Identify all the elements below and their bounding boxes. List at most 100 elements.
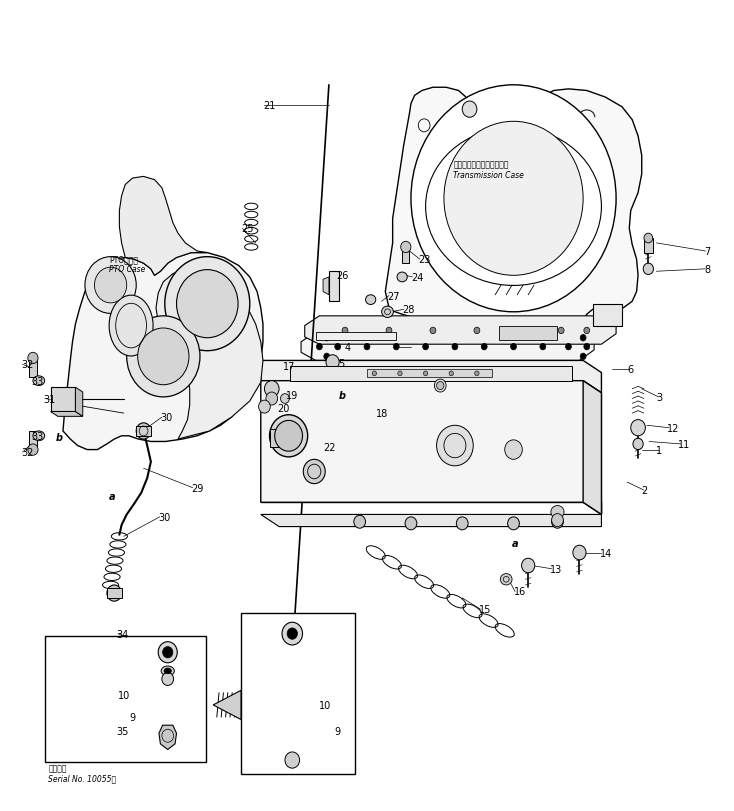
Circle shape <box>324 354 330 360</box>
Text: 5: 5 <box>338 358 344 368</box>
Circle shape <box>354 516 366 529</box>
Circle shape <box>280 394 289 404</box>
Circle shape <box>266 393 277 406</box>
Text: トランスミッションケース: トランスミッションケース <box>454 160 509 169</box>
Text: 12: 12 <box>667 423 680 433</box>
Polygon shape <box>261 361 601 393</box>
Bar <box>45 637 206 762</box>
Circle shape <box>462 102 477 118</box>
Text: 25: 25 <box>241 224 253 234</box>
Text: 26: 26 <box>336 271 349 281</box>
Text: 1: 1 <box>656 445 663 455</box>
Text: 7: 7 <box>704 247 711 256</box>
Circle shape <box>540 344 546 350</box>
Text: 16: 16 <box>514 586 526 597</box>
Polygon shape <box>592 304 622 326</box>
Polygon shape <box>63 253 263 450</box>
Text: PTO Case: PTO Case <box>109 265 145 274</box>
Text: 29: 29 <box>191 483 203 493</box>
Circle shape <box>559 328 564 334</box>
Text: 33: 33 <box>32 376 44 386</box>
Circle shape <box>95 268 127 303</box>
Circle shape <box>424 371 428 376</box>
Text: 30: 30 <box>161 413 172 423</box>
Polygon shape <box>402 247 410 264</box>
Circle shape <box>444 122 583 276</box>
Text: 34: 34 <box>117 629 128 639</box>
Text: b: b <box>56 433 62 443</box>
Text: 32: 32 <box>21 360 34 370</box>
Circle shape <box>565 344 571 350</box>
Circle shape <box>449 371 454 376</box>
Circle shape <box>430 328 436 334</box>
Ellipse shape <box>382 307 393 318</box>
Circle shape <box>584 344 589 350</box>
Circle shape <box>552 514 563 527</box>
Circle shape <box>264 381 279 397</box>
Circle shape <box>107 586 122 602</box>
Text: 28: 28 <box>402 305 415 315</box>
Ellipse shape <box>161 666 174 676</box>
Circle shape <box>159 642 177 663</box>
Polygon shape <box>290 367 572 381</box>
Ellipse shape <box>33 431 45 441</box>
Text: b: b <box>339 391 346 401</box>
Circle shape <box>411 86 616 312</box>
Polygon shape <box>316 333 396 341</box>
Text: 23: 23 <box>418 255 431 264</box>
Circle shape <box>505 440 523 460</box>
Text: 2: 2 <box>642 486 648 496</box>
Polygon shape <box>159 725 176 749</box>
Polygon shape <box>213 690 241 719</box>
Text: 35: 35 <box>117 726 129 736</box>
Circle shape <box>163 646 173 658</box>
Text: Serial No. 10055～: Serial No. 10055～ <box>48 774 117 783</box>
Circle shape <box>285 752 299 768</box>
Ellipse shape <box>275 421 302 452</box>
Ellipse shape <box>551 506 564 519</box>
Text: 適用号機: 適用号機 <box>48 764 67 773</box>
Circle shape <box>644 234 653 243</box>
Circle shape <box>580 335 586 341</box>
Text: 8: 8 <box>704 264 710 274</box>
Text: 27: 27 <box>388 291 400 301</box>
Circle shape <box>372 371 377 376</box>
Polygon shape <box>329 272 339 302</box>
Circle shape <box>327 367 338 379</box>
Circle shape <box>584 328 589 334</box>
Polygon shape <box>29 358 37 377</box>
Polygon shape <box>385 88 642 333</box>
Text: 33: 33 <box>32 431 44 441</box>
Circle shape <box>127 316 200 397</box>
Polygon shape <box>29 431 37 450</box>
Circle shape <box>138 328 189 385</box>
Circle shape <box>386 328 392 334</box>
Circle shape <box>511 344 517 350</box>
Ellipse shape <box>164 668 172 674</box>
Circle shape <box>552 516 563 529</box>
Polygon shape <box>107 589 122 599</box>
Circle shape <box>437 426 473 466</box>
Polygon shape <box>644 238 653 253</box>
Circle shape <box>522 559 535 573</box>
Text: 19: 19 <box>286 391 299 401</box>
Polygon shape <box>583 381 601 515</box>
Text: PTOケース: PTOケース <box>109 255 138 264</box>
Ellipse shape <box>33 376 45 386</box>
Circle shape <box>165 257 250 351</box>
Circle shape <box>398 371 402 376</box>
Text: 21: 21 <box>263 101 275 111</box>
Text: 4: 4 <box>345 342 351 352</box>
Ellipse shape <box>501 574 512 586</box>
Text: 10: 10 <box>319 700 332 710</box>
Text: 18: 18 <box>376 409 388 418</box>
Ellipse shape <box>269 415 308 457</box>
Text: Transmission Case: Transmission Case <box>454 171 524 180</box>
Circle shape <box>335 344 341 350</box>
Ellipse shape <box>366 295 376 305</box>
Circle shape <box>364 344 370 350</box>
Circle shape <box>258 401 270 414</box>
Circle shape <box>326 355 339 370</box>
Circle shape <box>437 382 444 390</box>
Polygon shape <box>156 269 263 440</box>
